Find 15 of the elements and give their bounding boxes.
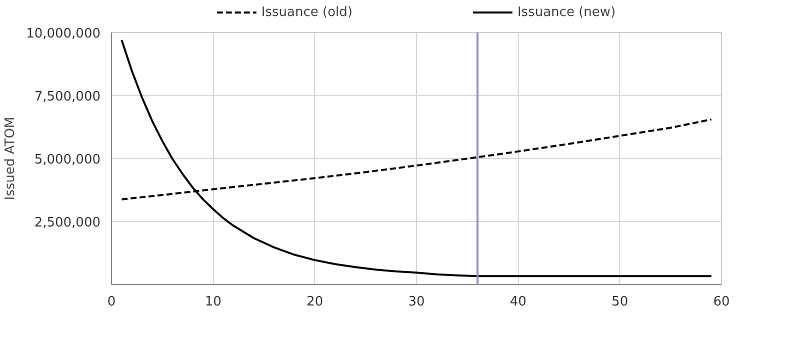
y-tick-label: 10,000,000 [26, 26, 101, 42]
legend-label: Issuance (new) [517, 4, 616, 20]
y-axis-title: Issued ATOM [3, 116, 18, 200]
x-tick-label: 60 [713, 294, 730, 310]
y-tick-label: 5,000,000 [34, 152, 101, 168]
x-tick-label: 30 [408, 294, 425, 310]
x-tick-label: 50 [612, 294, 628, 310]
line-series [120, 39, 712, 278]
legend-label: Issuance (old) [261, 4, 352, 20]
x-tick-label: 0 [107, 294, 116, 310]
x-tick-label: 20 [306, 294, 324, 310]
x-tick-label: 40 [510, 294, 526, 310]
y-tick-label: 7,500,000 [34, 90, 101, 104]
x-tick-label: 10 [204, 294, 222, 310]
y-tick-label: 2,500,000 [34, 216, 101, 230]
